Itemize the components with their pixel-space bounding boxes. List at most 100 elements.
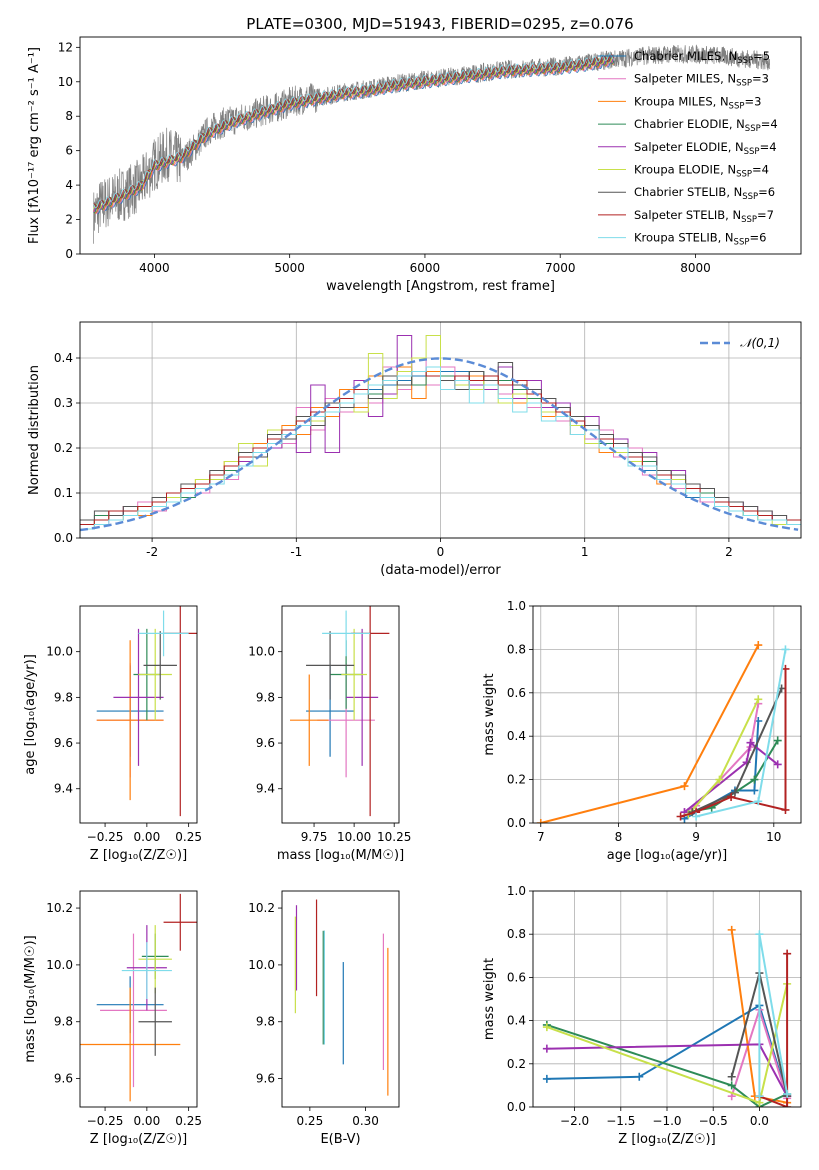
weight-marker bbox=[727, 792, 736, 801]
x-tick-label: 0.0 bbox=[750, 1114, 769, 1128]
y-tick-label: 10 bbox=[58, 75, 73, 89]
y-tick-label: 9.6 bbox=[256, 1072, 275, 1086]
weight-marker bbox=[781, 645, 790, 654]
weight-marker bbox=[727, 925, 736, 934]
weight-marker bbox=[680, 782, 689, 791]
weight-line-1 bbox=[684, 703, 760, 813]
y-tick-label: 9.8 bbox=[256, 1015, 275, 1029]
x-axis-label: wavelength [Angstrom, rest frame] bbox=[326, 279, 555, 294]
y-tick-label: 0.8 bbox=[507, 927, 526, 941]
legend-entry-8: Kroupa STELIB, NSSP=6 bbox=[634, 231, 766, 248]
y-axis-label: age [log₁₀(age/yr)] bbox=[23, 654, 38, 775]
y-tick-label: 9.8 bbox=[54, 1015, 73, 1029]
weight-marker bbox=[715, 775, 724, 784]
y-tick-label: 0.6 bbox=[507, 970, 526, 984]
y-tick-label: 0.1 bbox=[54, 486, 73, 500]
legend-entry-3: Chabrier ELODIE, NSSP=4 bbox=[634, 117, 778, 134]
y-tick-label: 10.0 bbox=[46, 958, 73, 972]
panel-weight-vs-age: 7 8 9 10 0.0 0.2 0.4 0.6 0.8 1.0 age [log₁₀(age/yr… bbox=[482, 599, 802, 863]
weight-marker bbox=[730, 788, 739, 797]
y-tick-label: 0.4 bbox=[507, 729, 526, 743]
x-axis-label: Z [log₁₀(Z/Z☉)] bbox=[90, 848, 187, 863]
weight-marker bbox=[692, 812, 701, 821]
y-tick-label: 10.0 bbox=[248, 958, 275, 972]
axes-frame bbox=[79, 36, 802, 255]
weight-marker bbox=[783, 949, 792, 958]
x-tick-label: 6000 bbox=[410, 261, 441, 275]
x-tick-label: 10.25 bbox=[377, 830, 411, 844]
legend-entry-6: Chabrier STELIB, NSSP=6 bbox=[634, 185, 775, 202]
x-tick-label: 8000 bbox=[680, 261, 711, 275]
y-tick-label: 0.0 bbox=[507, 816, 526, 830]
panel-age-vs-Z: −0.25 0.00 0.25 9.4 9.6 9.8 10.0 Z [log₁₀(Z/Z☉)… bbox=[23, 605, 202, 863]
y-tick-label: 0.2 bbox=[507, 1057, 526, 1071]
weight-marker bbox=[781, 805, 790, 814]
x-tick-label: −1.5 bbox=[606, 1114, 635, 1128]
y-tick-label: 0.2 bbox=[507, 773, 526, 787]
x-tick-label: 0.25 bbox=[175, 1114, 202, 1128]
x-tick-label: -2 bbox=[146, 545, 158, 559]
y-tick-label: 0.0 bbox=[507, 1100, 526, 1114]
x-tick-label: 7000 bbox=[545, 261, 576, 275]
y-tick-label: 10.0 bbox=[248, 645, 275, 659]
weight-marker bbox=[755, 1092, 764, 1101]
y-axis-label: Normed distribution bbox=[27, 365, 42, 495]
y-tick-label: 0.3 bbox=[54, 396, 73, 410]
legend-gaussian-label: 𝒩(0,1) bbox=[740, 336, 780, 350]
weight-marker bbox=[542, 1023, 551, 1032]
y-tick-label: 12 bbox=[58, 40, 73, 54]
x-axis-label: (data-model)/error bbox=[380, 563, 501, 578]
figure-title: PLATE=0300, MJD=51943, FIBERID=0295, z=0… bbox=[246, 15, 633, 33]
x-tick-label: 0 bbox=[437, 545, 445, 559]
y-tick-label: 4 bbox=[65, 178, 73, 192]
legend-entry-0: Chabrier MILES, NSSP=5 bbox=[634, 49, 770, 66]
weight-marker bbox=[783, 1103, 792, 1107]
y-tick-label: 1.0 bbox=[507, 599, 526, 613]
weight-marker bbox=[754, 797, 763, 806]
weight-marker bbox=[536, 819, 545, 823]
model-spectrum-line-7 bbox=[93, 53, 615, 209]
y-axis-label: mass weight bbox=[482, 673, 497, 755]
y-tick-label: 0.6 bbox=[507, 686, 526, 700]
x-tick-label: −0.25 bbox=[87, 830, 124, 844]
x-tick-label: −0.5 bbox=[699, 1114, 728, 1128]
legend-entry-2: Kroupa MILES, NSSP=3 bbox=[634, 94, 761, 111]
weight-marker bbox=[773, 760, 782, 769]
weight-line-7 bbox=[759, 953, 789, 1107]
weight-marker bbox=[754, 695, 763, 704]
x-tick-label: −2.0 bbox=[560, 1114, 589, 1128]
plot-area-spectrum bbox=[93, 44, 771, 244]
y-tick-label: 9.4 bbox=[54, 782, 73, 796]
axes-frame bbox=[532, 890, 802, 1108]
gaussian-curve bbox=[80, 357, 799, 532]
axes-frame bbox=[281, 890, 400, 1108]
y-tick-label: 10.2 bbox=[248, 901, 275, 915]
y-tick-label: 0.0 bbox=[54, 531, 73, 545]
weight-marker bbox=[542, 1044, 551, 1053]
axes-frame bbox=[79, 605, 198, 824]
y-axis-label: mass weight bbox=[482, 958, 497, 1040]
panel-mass-vs-ebv: 0.25 0.30 9.6 9.8 10.0 10.2 E(B-V) bbox=[248, 890, 400, 1147]
y-tick-label: 9.4 bbox=[256, 782, 275, 796]
y-tick-label: 0.4 bbox=[54, 351, 73, 365]
panel-mass-vs-Z: −0.25 0.00 0.25 9.6 9.8 10.0 10.2 Z [log₁₀(Z/Z☉… bbox=[23, 890, 202, 1147]
y-tick-label: 0.8 bbox=[507, 642, 526, 656]
x-tick-label: 0.25 bbox=[175, 830, 202, 844]
x-tick-label: 4000 bbox=[139, 261, 170, 275]
x-tick-label: 2 bbox=[725, 545, 733, 559]
y-tick-label: 9.8 bbox=[256, 690, 275, 704]
y-tick-label: 0.2 bbox=[54, 441, 73, 455]
weight-marker bbox=[542, 1074, 551, 1083]
weight-line-4 bbox=[683, 740, 779, 813]
panel-age-vs-mass: 9.75 10.00 10.25 9.4 9.6 9.8 10.0 mass [log₁₀(M… bbox=[248, 605, 411, 863]
x-axis-label: E(B-V) bbox=[320, 1132, 360, 1147]
x-tick-label: 10.00 bbox=[337, 830, 371, 844]
legend-entry-5: Kroupa ELODIE, NSSP=4 bbox=[634, 163, 769, 180]
x-tick-label: 0.25 bbox=[296, 1114, 323, 1128]
x-tick-label: -1 bbox=[290, 545, 302, 559]
plot-area-mass-vs-Z bbox=[80, 893, 197, 1102]
y-tick-label: 9.6 bbox=[54, 736, 73, 750]
x-tick-label: 10 bbox=[766, 830, 781, 844]
plot-area-weight-vs-Z bbox=[542, 925, 792, 1107]
